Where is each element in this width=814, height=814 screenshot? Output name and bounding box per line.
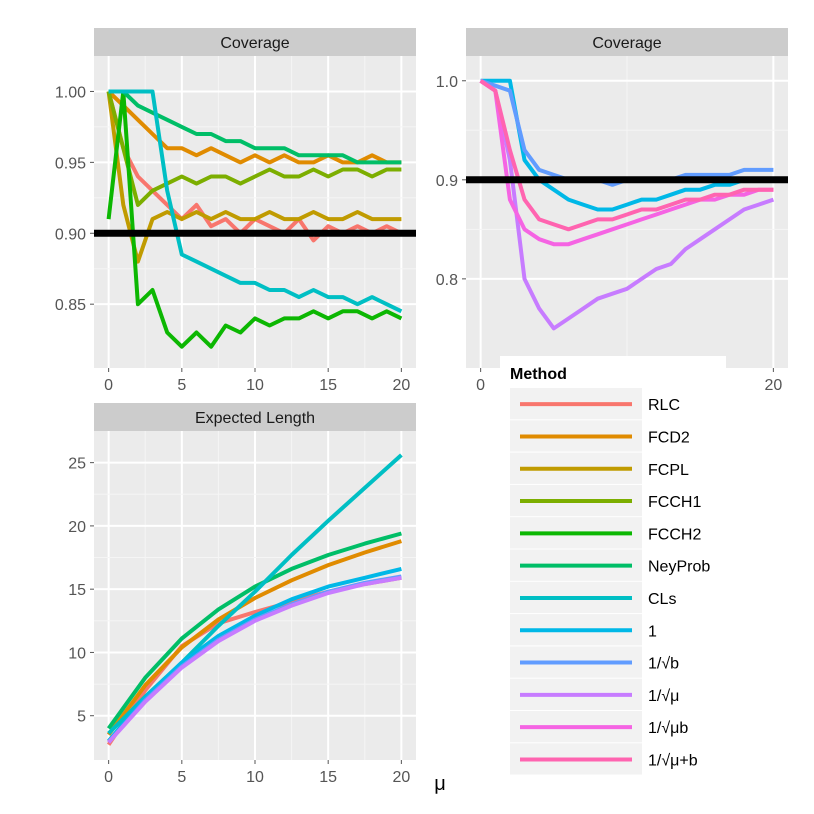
strip-title: Coverage xyxy=(592,35,661,52)
x-tick-label: 15 xyxy=(319,769,337,786)
series-line-FCCH2 xyxy=(106,89,403,349)
y-tick-label: 1.00 xyxy=(55,84,86,101)
legend: Method RLC FCD2 FCPL FCCH1 FCCH2 NeyProb CLs 1 1/… xyxy=(500,356,726,776)
series-line-CLs xyxy=(108,89,403,314)
y-tick-label: 10 xyxy=(68,645,86,662)
legend-label: 1 xyxy=(648,623,657,640)
x-tick-label: 10 xyxy=(246,377,264,394)
legend-item: CLs xyxy=(510,581,676,614)
legend-item: 1/√b xyxy=(510,646,679,678)
legend-label: 1/√μ+b xyxy=(648,752,698,769)
legend-item: FCCH1 xyxy=(510,484,701,517)
y-tick-label: 1.0 xyxy=(436,74,458,91)
series-line-1/√μ xyxy=(479,79,775,331)
y-tick-label: 0.85 xyxy=(55,297,86,314)
x-tick-label: 0 xyxy=(104,377,113,394)
y-tick-label: 25 xyxy=(68,456,86,473)
strip-title: Coverage xyxy=(220,35,289,52)
strip-bottom-left xyxy=(94,403,416,431)
legend-item: 1/√μb xyxy=(510,711,688,743)
series-line-FCD2 xyxy=(106,539,402,736)
x-tick-label: 20 xyxy=(392,769,410,786)
legend-label: NeyProb xyxy=(648,559,710,576)
y-tick-label: 0.95 xyxy=(55,155,86,172)
legend-label: FCCH1 xyxy=(648,494,701,511)
y-tick-label: 0.8 xyxy=(436,272,458,289)
legend-title: Method xyxy=(510,366,567,383)
legend-item: 1/√μ xyxy=(510,678,679,710)
legend-label: 1/√μ xyxy=(648,688,679,705)
legend-item: RLC xyxy=(510,388,680,420)
series-line-1 xyxy=(107,566,402,743)
series-line-NeyProb xyxy=(106,531,402,730)
y-tick-label: 5 xyxy=(77,709,86,726)
x-tick-label: 0 xyxy=(476,377,485,394)
y-tick-label: 20 xyxy=(68,519,86,536)
strip-top-left xyxy=(94,28,416,56)
x-tick-label: 15 xyxy=(319,377,337,394)
legend-item: NeyProb xyxy=(510,549,710,581)
x-axis-label: μ xyxy=(434,773,446,795)
legend-label: CLs xyxy=(648,591,676,608)
panel-top-right: Coverage 0 20 0.8 0.9 1.0 xyxy=(436,28,788,394)
legend-label: 1/√μb xyxy=(648,720,688,737)
y-tick-label: 0.90 xyxy=(55,226,86,243)
strip-title: Expected Length xyxy=(195,410,315,427)
x-tick-label: 20 xyxy=(764,377,782,394)
y-tick-label: 0.9 xyxy=(436,173,458,190)
series-line-FCCH1 xyxy=(106,90,402,207)
series-line-FCD2 xyxy=(107,90,402,165)
legend-item: FCPL xyxy=(510,452,689,484)
legend-label: RLC xyxy=(648,397,680,414)
x-tick-label: 5 xyxy=(177,769,186,786)
legend-item: FCCH2 xyxy=(510,517,701,549)
x-tick-label: 5 xyxy=(177,377,186,394)
legend-item: FCD2 xyxy=(510,420,690,452)
legend-label: FCCH2 xyxy=(648,526,701,543)
legend-label: FCPL xyxy=(648,462,689,479)
series-line-1/√μ xyxy=(107,575,402,744)
strip-top-right xyxy=(466,28,788,56)
x-tick-label: 0 xyxy=(104,769,113,786)
series-line-FCPL xyxy=(106,91,402,264)
x-tick-label: 10 xyxy=(246,769,264,786)
legend-label: FCD2 xyxy=(648,429,690,446)
legend-label: 1/√b xyxy=(648,656,679,673)
panel-top-left: Coverage 0 5 10 15 20 0.85 0.90 0.95 1.00 xyxy=(55,28,416,394)
y-tick-label: 15 xyxy=(68,582,86,599)
series-line-1/√(μ+b) xyxy=(479,79,774,232)
series-line-1 xyxy=(480,78,774,212)
legend-item: 1/√μ+b xyxy=(510,743,698,775)
panel-bottom-left: Expected Length 0 5 10 15 20 5 10 15 20 25 μ xyxy=(68,403,446,795)
legend-item: 1 xyxy=(510,614,657,646)
x-tick-label: 20 xyxy=(392,377,410,394)
